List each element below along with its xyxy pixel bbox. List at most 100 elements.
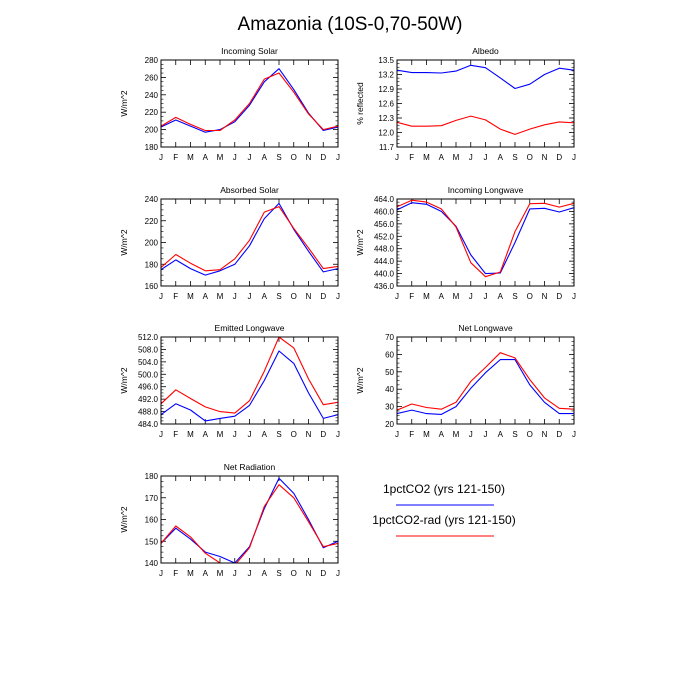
x-tick-label-net-longwave: J bbox=[484, 430, 488, 439]
series-line-net-radiation-red bbox=[161, 484, 338, 563]
panel-albedo: Albedo % reflected 11.7 12.0 12.3 12.6 12.9 13.… bbox=[355, 46, 576, 162]
y-axis-label-absorbed-solar: W/m^2 bbox=[119, 229, 129, 255]
x-tick-label-emitted-longwave: F bbox=[173, 430, 178, 439]
y-tick-label-incoming-longwave: 460.0 bbox=[374, 207, 395, 216]
x-tick-label-albedo: J bbox=[395, 153, 399, 162]
x-tick-label-incoming-longwave: M bbox=[453, 292, 460, 301]
x-tick-label-incoming-solar: A bbox=[262, 153, 268, 162]
panel-title-emitted-longwave: Emitted Longwave bbox=[215, 323, 285, 333]
x-tick-label-incoming-longwave: M bbox=[423, 292, 430, 301]
x-tick-label-net-radiation: N bbox=[306, 569, 312, 578]
x-tick-label-emitted-longwave: N bbox=[306, 430, 312, 439]
x-tick-label-net-longwave: J bbox=[572, 430, 576, 439]
x-tick-label-incoming-solar: M bbox=[217, 153, 224, 162]
x-tick-label-emitted-longwave: A bbox=[203, 430, 209, 439]
x-tick-label-albedo: O bbox=[527, 153, 533, 162]
x-tick-label-incoming-solar: J bbox=[233, 153, 237, 162]
x-tick-label-net-longwave: D bbox=[556, 430, 562, 439]
panel-incoming-longwave: Incoming Longwave W/m^2 436.0 440.0 444.0 448… bbox=[355, 185, 576, 301]
y-tick-label-albedo: 12.9 bbox=[378, 85, 394, 94]
y-tick-label-incoming-longwave: 440.0 bbox=[374, 270, 395, 279]
x-tick-label-incoming-solar: J bbox=[248, 153, 252, 162]
y-tick-label-emitted-longwave: 500.0 bbox=[138, 370, 159, 379]
y-tick-label-absorbed-solar: 200 bbox=[145, 239, 159, 248]
x-tick-label-incoming-solar: F bbox=[173, 153, 178, 162]
x-tick-label-emitted-longwave: J bbox=[159, 430, 163, 439]
y-tick-label-net-radiation: 180 bbox=[145, 472, 159, 481]
x-tick-label-absorbed-solar: M bbox=[217, 292, 224, 301]
x-tick-label-net-longwave: M bbox=[423, 430, 430, 439]
x-tick-label-incoming-solar: J bbox=[336, 153, 340, 162]
x-tick-label-emitted-longwave: J bbox=[248, 430, 252, 439]
plot-frame-net-longwave bbox=[396, 336, 575, 425]
y-axis-label-net-longwave: W/m^2 bbox=[355, 367, 365, 393]
x-tick-label-net-longwave: A bbox=[498, 430, 504, 439]
y-tick-label-absorbed-solar: 180 bbox=[145, 260, 159, 269]
y-tick-label-incoming-longwave: 444.0 bbox=[374, 257, 395, 266]
x-tick-label-absorbed-solar: D bbox=[320, 292, 326, 301]
x-tick-label-incoming-longwave: J bbox=[484, 292, 488, 301]
y-tick-label-incoming-longwave: 456.0 bbox=[374, 220, 395, 229]
y-tick-label-incoming-solar: 200 bbox=[145, 126, 159, 135]
x-tick-label-net-radiation: J bbox=[336, 569, 340, 578]
x-tick-label-absorbed-solar: M bbox=[187, 292, 194, 301]
y-tick-label-albedo: 13.2 bbox=[378, 71, 394, 80]
series-line-albedo-red bbox=[397, 115, 574, 135]
plot-frame-albedo bbox=[396, 59, 575, 148]
x-tick-label-net-longwave: S bbox=[512, 430, 517, 439]
x-tick-label-incoming-solar: D bbox=[320, 153, 326, 162]
series-line-incoming-solar-red bbox=[161, 72, 338, 132]
panel-title-net-longwave: Net Longwave bbox=[458, 323, 513, 333]
x-tick-label-emitted-longwave: J bbox=[336, 430, 340, 439]
x-tick-label-albedo: J bbox=[572, 153, 576, 162]
legend: 1pctCO2 (yrs 121-150) 1pctCO2-rad (yrs 1… bbox=[372, 482, 516, 537]
plot-frame-emitted-longwave bbox=[160, 336, 339, 425]
x-tick-label-incoming-solar: M bbox=[187, 153, 194, 162]
y-tick-label-net-longwave: 40 bbox=[385, 385, 394, 394]
x-tick-label-net-radiation: D bbox=[320, 569, 326, 578]
panel-title-net-radiation: Net Radiation bbox=[224, 462, 276, 472]
x-tick-label-albedo: D bbox=[556, 153, 562, 162]
legend-label-1pctco2: 1pctCO2 (yrs 121-150) bbox=[383, 482, 505, 496]
y-tick-label-net-longwave: 50 bbox=[385, 368, 394, 377]
x-tick-label-absorbed-solar: N bbox=[306, 292, 312, 301]
x-tick-label-emitted-longwave: A bbox=[262, 430, 268, 439]
x-tick-label-incoming-longwave: D bbox=[556, 292, 562, 301]
y-tick-label-net-longwave: 30 bbox=[385, 403, 394, 412]
x-tick-label-absorbed-solar: O bbox=[291, 292, 297, 301]
x-tick-label-albedo: F bbox=[409, 153, 414, 162]
x-tick-label-incoming-longwave: A bbox=[498, 292, 504, 301]
x-tick-label-net-longwave: A bbox=[439, 430, 445, 439]
series-line-albedo-blue bbox=[397, 64, 574, 90]
plot-frame-absorbed-solar bbox=[160, 198, 339, 287]
x-tick-label-net-radiation: A bbox=[203, 569, 209, 578]
y-tick-label-emitted-longwave: 496.0 bbox=[138, 383, 159, 392]
y-tick-label-incoming-longwave: 452.0 bbox=[374, 232, 395, 241]
x-tick-label-net-longwave: F bbox=[409, 430, 414, 439]
x-tick-label-incoming-longwave: N bbox=[542, 292, 548, 301]
y-tick-label-incoming-longwave: 448.0 bbox=[374, 245, 395, 254]
panel-title-absorbed-solar: Absorbed Solar bbox=[220, 185, 279, 195]
x-tick-label-net-radiation: J bbox=[233, 569, 237, 578]
y-tick-label-emitted-longwave: 488.0 bbox=[138, 408, 159, 417]
x-tick-label-absorbed-solar: S bbox=[276, 292, 281, 301]
x-tick-label-albedo: N bbox=[542, 153, 548, 162]
x-tick-label-emitted-longwave: S bbox=[276, 430, 281, 439]
x-tick-label-emitted-longwave: M bbox=[187, 430, 194, 439]
x-tick-label-incoming-solar: O bbox=[291, 153, 297, 162]
plot-frame-incoming-longwave bbox=[396, 198, 575, 287]
x-tick-label-emitted-longwave: O bbox=[291, 430, 297, 439]
y-axis-label-net-radiation: W/m^2 bbox=[119, 506, 129, 532]
series-line-absorbed-solar-blue bbox=[161, 202, 338, 276]
x-tick-label-incoming-solar: J bbox=[159, 153, 163, 162]
y-tick-label-incoming-solar: 240 bbox=[145, 91, 159, 100]
y-tick-label-albedo: 12.0 bbox=[378, 129, 394, 138]
panel-title-albedo: Albedo bbox=[472, 46, 499, 56]
series-line-absorbed-solar-red bbox=[161, 206, 338, 272]
x-tick-label-net-radiation: A bbox=[262, 569, 268, 578]
y-tick-label-absorbed-solar: 160 bbox=[145, 282, 159, 291]
y-tick-label-emitted-longwave: 484.0 bbox=[138, 420, 159, 429]
y-tick-label-net-longwave: 20 bbox=[385, 420, 394, 429]
